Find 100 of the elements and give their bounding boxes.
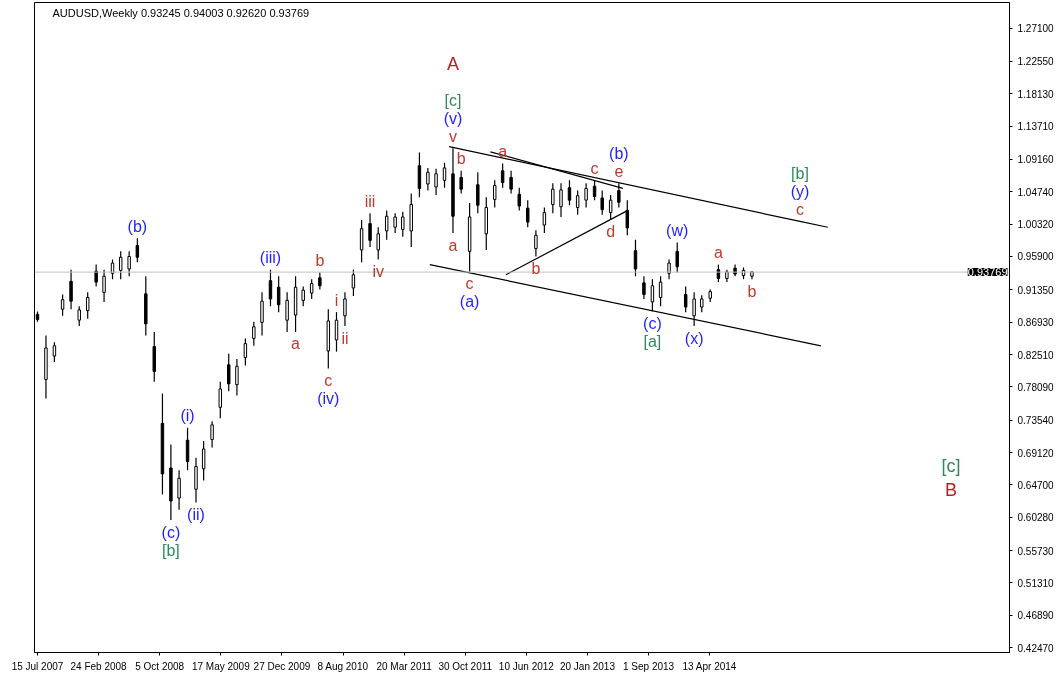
candlestick [85, 291, 90, 320]
candlestick [77, 305, 81, 327]
candlestick [542, 206, 547, 234]
candlestick [359, 219, 364, 263]
annotation: (c) [161, 523, 181, 541]
annotation: (c) [643, 314, 662, 332]
annotation: a [448, 236, 458, 254]
candlestick [633, 239, 638, 277]
annotation: [a] [643, 332, 662, 350]
annotation: (w) [666, 222, 689, 240]
y-tick-label: 1.18130 [1017, 88, 1055, 100]
y-tick-label: 0.51310 [1017, 577, 1055, 589]
candlestick [177, 469, 181, 511]
candlestick [459, 170, 463, 195]
y-tick-label: 0.60280 [1017, 512, 1055, 524]
candlestick [102, 269, 106, 303]
annotation: (iv) [317, 389, 340, 407]
y-tick-label: 0.69120 [1017, 447, 1055, 459]
x-tick-label: 15 Jul 2007 [11, 660, 64, 672]
candlestick [384, 209, 389, 241]
annotation: (i) [180, 407, 195, 425]
candlestick [534, 229, 538, 258]
chart-title: AUDUSD,Weekly 0.93245 0.94003 0.92620 0.93769 [52, 6, 310, 19]
candlestick [426, 167, 430, 192]
annotation: ii [341, 329, 349, 347]
candlestick [351, 269, 356, 297]
y-tick-label: 0.42470 [1017, 642, 1055, 654]
y-tick-label: 0.78090 [1017, 381, 1055, 393]
candlestick [343, 291, 347, 327]
annotation: [c] [444, 91, 462, 109]
annotation: d [606, 223, 616, 241]
candlestick [135, 237, 140, 263]
y-tick-label: 0.46890 [1017, 610, 1055, 622]
candlestick [235, 358, 239, 397]
x-tick-label: 1 Sep 2013 [623, 660, 675, 672]
candlestick [575, 190, 580, 216]
annotation: B [945, 479, 958, 500]
y-tick-label: 0.82510 [1017, 349, 1055, 361]
y-tick-label: 0.86930 [1017, 317, 1055, 329]
candlestick [69, 269, 73, 310]
candlestick [551, 182, 555, 214]
annotation: v [448, 127, 457, 145]
y-tick-label: 1.04740 [1017, 186, 1055, 198]
annotation: a [291, 335, 301, 353]
annotation: [b] [791, 164, 809, 182]
annotation: (b) [127, 217, 148, 235]
candlestick [368, 212, 372, 248]
candlestick [650, 278, 655, 312]
candlestick [309, 278, 314, 300]
candlestick [268, 269, 273, 307]
annotation: b [315, 252, 325, 270]
x-tick-label: 5 Oct 2008 [135, 660, 185, 672]
candlestick [118, 250, 123, 280]
annotation: (x) [684, 329, 704, 347]
annotation: c [795, 200, 804, 218]
candlestick [526, 199, 530, 228]
annotation: (a) [459, 293, 480, 311]
annotation: (iii) [259, 249, 282, 267]
annotation: (ii) [187, 505, 205, 523]
candlestick [393, 212, 397, 234]
annotation: (y) [790, 182, 810, 200]
candlestick [127, 250, 131, 277]
annotation: i [334, 291, 339, 309]
annotation: iii [364, 192, 376, 210]
x-tick-label: 10 Jun 2012 [498, 660, 555, 672]
annotation: c [465, 275, 474, 293]
x-tick-label: 30 Oct 2011 [438, 660, 493, 672]
y-tick-label: 0.73540 [1017, 415, 1055, 427]
candlestick [252, 321, 256, 347]
candlestick [567, 179, 572, 206]
candlestick [442, 162, 447, 189]
ref-line-label: 0.93769 [967, 266, 1008, 279]
annotation: b [531, 260, 541, 277]
candlestick [434, 168, 438, 196]
candlestick [658, 275, 663, 307]
annotation: [b] [162, 541, 180, 559]
candlestick [600, 190, 604, 216]
annotation: c [324, 371, 333, 389]
x-tick-label: 13 Apr 2014 [682, 660, 737, 672]
candlestick [60, 293, 65, 317]
candlestick [500, 162, 505, 189]
annotation: A [446, 54, 459, 75]
candlestick [260, 291, 264, 337]
candlestick [401, 211, 405, 238]
candlestick [683, 285, 688, 313]
annotation: (v) [443, 109, 463, 127]
candlestick [692, 291, 696, 327]
candlestick [201, 440, 206, 482]
candlestick [476, 171, 480, 214]
candlestick [301, 285, 305, 307]
annotation: b [456, 150, 466, 168]
annotation: b [747, 282, 757, 300]
x-tick-label: 24 Feb 2008 [70, 660, 128, 672]
x-tick-label: 8 Aug 2010 [317, 660, 369, 672]
candlestick [517, 187, 521, 211]
candlestick [492, 179, 497, 209]
y-tick-label: 0.95900 [1017, 251, 1055, 263]
y-tick-label: 1.09160 [1017, 154, 1055, 166]
x-tick-label: 27 Dec 2009 [253, 660, 311, 672]
annotation: a [713, 244, 723, 262]
